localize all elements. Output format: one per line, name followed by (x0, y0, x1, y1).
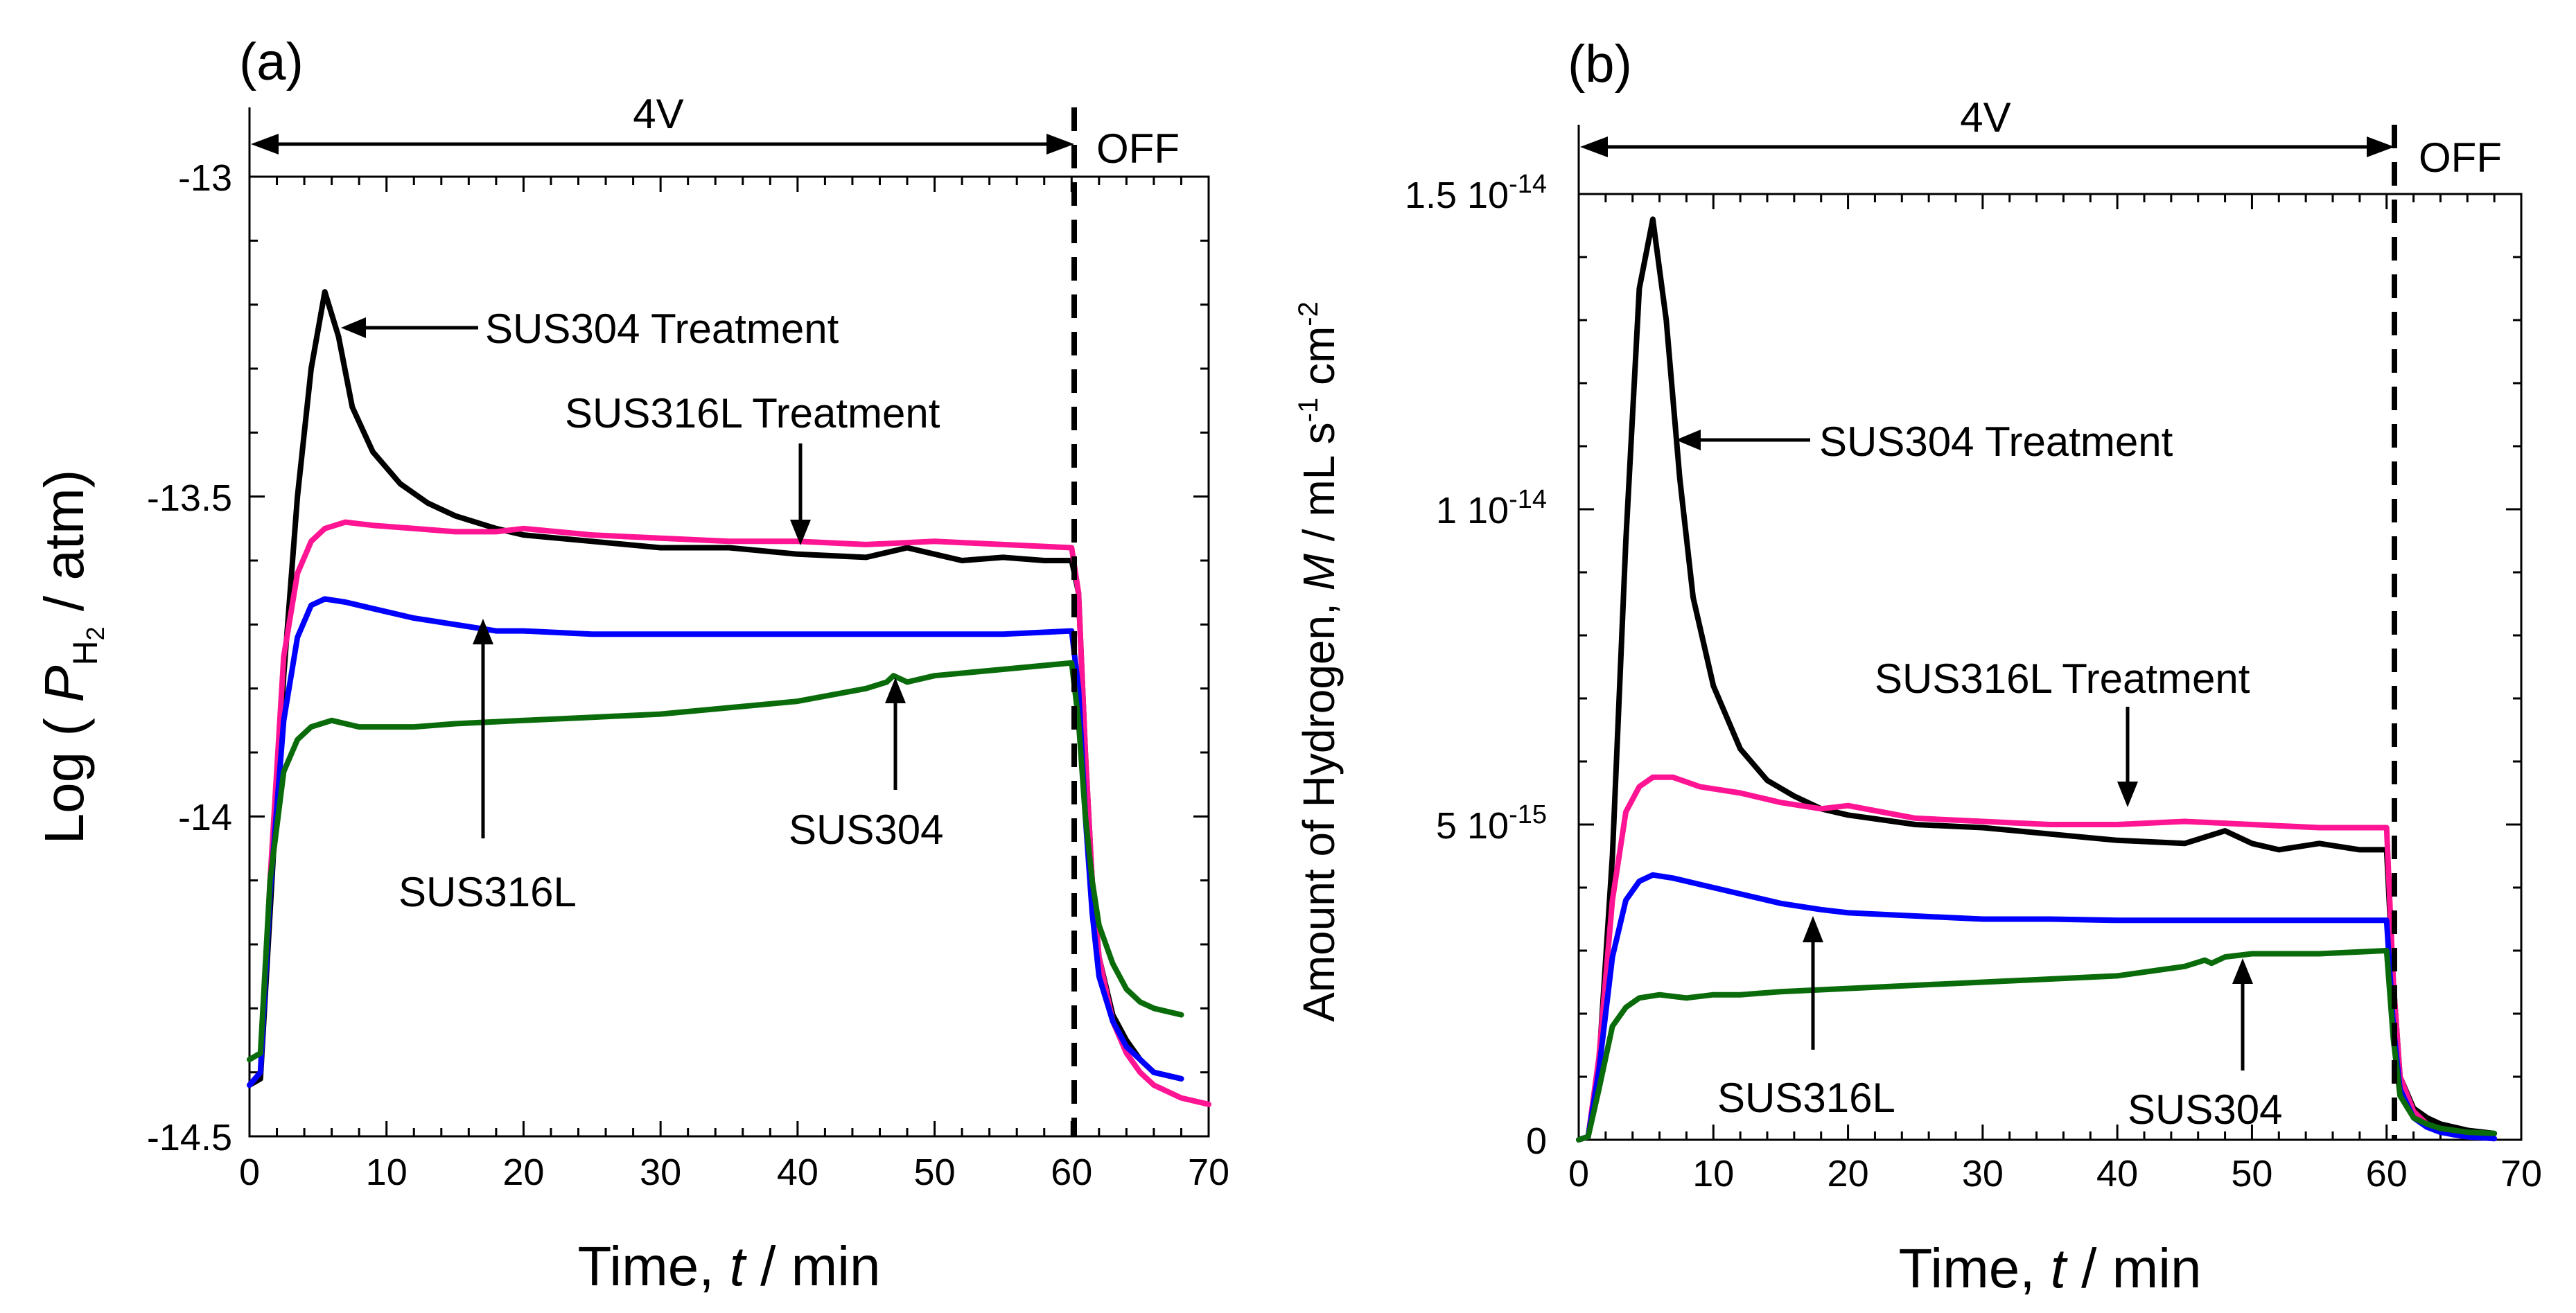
panel-b: (b) 4V OFF 0 10 20 30 40 50 60 70 1.5 10… (1293, 35, 2542, 1299)
axis-ticks-b (1577, 193, 2523, 1141)
voltage-label-a: 4V (633, 91, 683, 137)
off-label-a: OFF (1096, 125, 1180, 172)
series-line-sus316l-treatment (247, 519, 1211, 1107)
y-axis-title-b: Amount of Hydrogen, M / mL s-1 cm-2 (1293, 301, 1344, 1022)
x-tick-label: 10 (1692, 1153, 1734, 1195)
panel-label-a: (a) (239, 33, 304, 91)
annotation-arrowhead-sus316l-treatment-b (2117, 782, 2138, 807)
annotation-arrowhead-sus316l-treatment-a (790, 520, 811, 545)
annotation-arrowhead-sus304-treatment-a (341, 317, 366, 338)
x-tick-label: 30 (1962, 1153, 2004, 1195)
plot-frame-a (248, 175, 1210, 1138)
voltage-label-b: 4V (1960, 94, 2010, 141)
series-line-sus304 (247, 660, 1184, 1063)
annotation-arrowhead-sus304-treatment-b (1676, 430, 1701, 450)
range-arrow-left-head-b (1580, 136, 1608, 157)
series-group-a (247, 289, 1211, 1107)
x-tick-label: 40 (2096, 1153, 2138, 1195)
y-tick-labels-a: -13 -13.5 -14 -14.5 (147, 157, 232, 1158)
series-line-sus304 (1576, 948, 2498, 1143)
annotation-arrowhead-sus304-a (885, 678, 906, 703)
y-tick-labels-b: 1.5 10-14 1 10-14 5 10-15 0 (1405, 170, 1547, 1162)
axis-ticks-a (248, 175, 1210, 1138)
x-tick-label: 50 (914, 1152, 956, 1193)
x-tick-label: 30 (640, 1152, 681, 1193)
annotation-sus316l-treatment-b: SUS316L Treatment (1875, 655, 2250, 702)
x-tick-labels-b: 0 10 20 30 40 50 60 70 (1568, 1153, 2542, 1195)
range-arrow-right-head-a (1046, 134, 1074, 155)
plot-frame-b (1577, 193, 2523, 1141)
x-tick-label: 20 (502, 1152, 544, 1193)
y-tick-label: 5 10-15 (1436, 800, 1547, 847)
y-tick-label: -13 (178, 157, 232, 199)
range-arrow-right-head-b (2367, 136, 2394, 157)
x-tick-label: 40 (777, 1152, 818, 1193)
x-axis-title-b: Time, t / min (1898, 1237, 2201, 1299)
y-tick-label: -13.5 (147, 477, 232, 519)
y-tick-label: 1 10-14 (1436, 485, 1547, 531)
x-tick-label: 60 (1051, 1152, 1092, 1193)
annotation-arrowhead-sus304-b (2232, 958, 2253, 984)
y-tick-label: -14.5 (147, 1117, 232, 1158)
x-tick-label: 0 (1568, 1153, 1589, 1195)
y-tick-label: 1.5 10-14 (1405, 170, 1547, 216)
range-arrow-left-head-a (251, 134, 279, 155)
x-tick-label: 70 (1188, 1152, 1229, 1193)
annotation-sus304-treatment-a: SUS304 Treatment (485, 306, 839, 352)
off-label-b: OFF (2419, 134, 2502, 181)
annotation-sus304-a: SUS304 (789, 807, 943, 853)
series-line-sus316l (1576, 872, 2498, 1143)
annotation-sus316l-b: SUS316L (1717, 1075, 1895, 1121)
series-group-b (1576, 216, 2498, 1143)
y-tick-label: -14 (178, 797, 232, 838)
x-tick-label: 20 (1828, 1153, 1869, 1195)
series-line-sus316l-treatment (1576, 774, 2498, 1143)
annotation-sus304-treatment-b: SUS304 Treatment (1819, 418, 2173, 465)
x-tick-label: 10 (366, 1152, 408, 1193)
annotation-arrowhead-sus316l-a (473, 619, 493, 644)
panel-a: (a) 4V OFF 0 10 20 30 40 50 60 70 -13 -1… (33, 33, 1229, 1297)
x-tick-label: 0 (239, 1152, 260, 1193)
annotation-sus316l-treatment-a: SUS316L Treatment (565, 390, 940, 437)
x-tick-label: 50 (2231, 1153, 2272, 1195)
series-line-sus316l (247, 596, 1184, 1089)
annotation-sus316l-a: SUS316L (398, 869, 577, 915)
x-tick-labels-a: 0 10 20 30 40 50 60 70 (239, 1152, 1229, 1193)
y-tick-label: 0 (1526, 1120, 1547, 1162)
x-tick-label: 60 (2366, 1153, 2408, 1195)
y-axis-title-a: Log ( PH2 / atm) (33, 470, 109, 845)
x-tick-label: 70 (2500, 1153, 2542, 1195)
annotation-sus304-b: SUS304 (2128, 1086, 2282, 1133)
annotation-arrowhead-sus316l-b (1803, 916, 1823, 942)
x-axis-title-a: Time, t / min (577, 1235, 880, 1297)
panel-label-b: (b) (1568, 35, 1632, 94)
